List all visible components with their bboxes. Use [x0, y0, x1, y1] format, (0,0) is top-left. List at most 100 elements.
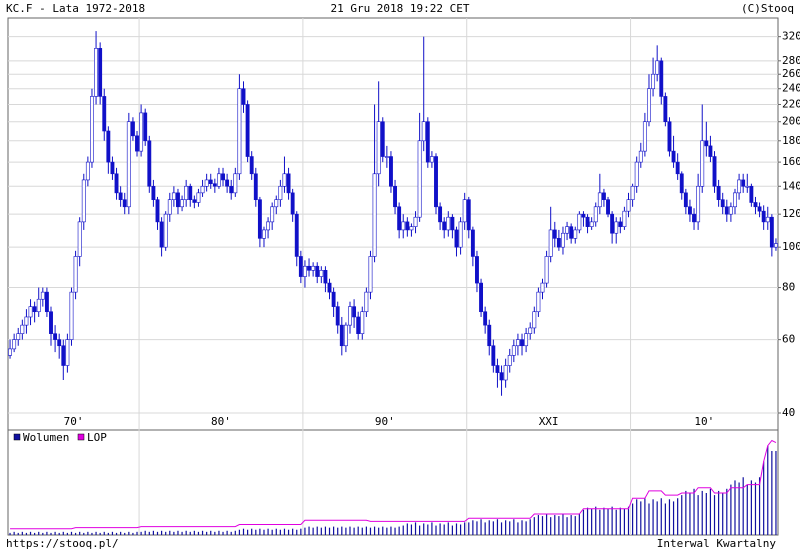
- candle-body: [712, 156, 717, 187]
- candle-body: [450, 216, 455, 231]
- candle-body: [200, 185, 205, 194]
- volume-bar: [742, 477, 744, 535]
- candle-body: [155, 199, 160, 223]
- candle-body: [720, 199, 725, 208]
- volume-bar: [521, 520, 523, 535]
- volume-bar: [599, 509, 601, 535]
- candle-body: [667, 121, 672, 152]
- volume-bar: [652, 499, 654, 535]
- candle-body: [483, 311, 488, 326]
- volume-bar: [558, 516, 560, 535]
- candle-body: [556, 238, 561, 248]
- candle-body: [241, 88, 246, 105]
- candle-body: [216, 173, 221, 187]
- volume-bar: [488, 520, 490, 535]
- candle-body: [118, 192, 123, 200]
- candle-body: [536, 291, 541, 313]
- volume-bar: [255, 529, 257, 535]
- candle-body: [757, 206, 762, 212]
- volume-bar: [369, 527, 372, 535]
- volume-bar: [734, 480, 736, 535]
- candle-body: [389, 156, 393, 187]
- volume-bar: [398, 526, 400, 535]
- volume-bar: [169, 530, 171, 535]
- volume-bar: [316, 526, 318, 535]
- candle-body: [458, 221, 463, 248]
- candle-body: [204, 179, 209, 187]
- candle-body: [376, 121, 381, 175]
- candle-body: [585, 216, 590, 227]
- volume-bar: [537, 515, 539, 535]
- candle-body: [565, 226, 570, 234]
- candle-body: [32, 306, 37, 313]
- candle-body: [696, 185, 701, 223]
- candle-body: [634, 161, 639, 187]
- volume-bar: [689, 493, 691, 535]
- volume-bar: [451, 525, 453, 535]
- candle-body: [339, 324, 344, 347]
- volume-bar: [771, 451, 773, 535]
- candle-body: [487, 324, 492, 347]
- candle-body: [188, 185, 193, 200]
- candle-body: [622, 210, 627, 227]
- candle-body: [212, 183, 217, 187]
- volume-bar: [210, 530, 212, 535]
- volume-bar: [419, 525, 421, 535]
- candle-body: [294, 213, 299, 257]
- volume-bar: [267, 528, 269, 535]
- candle-body: [597, 192, 602, 208]
- volume-bar: [570, 515, 572, 535]
- volume-bar: [603, 507, 605, 535]
- volume-bar: [574, 516, 576, 535]
- volume-bar: [447, 522, 449, 535]
- volume-bar: [697, 495, 699, 535]
- candle-body: [12, 339, 17, 350]
- volume-bar: [685, 490, 687, 535]
- volume-bar: [373, 526, 376, 535]
- volume-bar: [185, 530, 187, 535]
- volume-bar: [632, 503, 634, 535]
- volume-bar: [279, 529, 281, 535]
- candle-body: [208, 179, 213, 185]
- volume-bar: [238, 529, 241, 535]
- volume-bar: [693, 488, 695, 535]
- candle-body: [315, 265, 320, 277]
- candle-body: [532, 311, 537, 329]
- y-tick-label: 320: [782, 30, 800, 43]
- date: 21 Gru 2018 19:22 CET: [330, 2, 469, 15]
- volume-bar: [550, 517, 552, 535]
- candle-body: [307, 265, 311, 271]
- volume-bar: [718, 490, 720, 535]
- volume-bar: [672, 501, 675, 535]
- candle-body: [503, 365, 508, 381]
- legend-swatch: [77, 433, 85, 441]
- candle-body: [429, 156, 434, 163]
- lop-line: [10, 439, 777, 530]
- volume-bar: [615, 509, 617, 535]
- candle-body: [749, 185, 754, 203]
- volume-bar: [189, 531, 191, 535]
- candle-body: [114, 173, 119, 194]
- candle-body: [327, 282, 332, 293]
- candle-body: [511, 345, 516, 356]
- candle-body: [85, 161, 90, 181]
- legend-label: LOP: [87, 431, 107, 444]
- candle-body: [479, 282, 483, 313]
- volume-bar: [382, 526, 384, 535]
- volume-bar: [308, 526, 310, 535]
- candle-body: [540, 282, 545, 293]
- candle-body: [356, 316, 361, 334]
- volume-bar: [701, 490, 703, 535]
- candle-body: [671, 150, 676, 163]
- candle-body: [298, 256, 303, 277]
- volume-bar: [591, 508, 593, 535]
- candle-body: [601, 192, 606, 200]
- volume-bar: [435, 525, 437, 535]
- copyright: (C)Stooq: [741, 2, 794, 15]
- volume-bar: [214, 531, 216, 535]
- candle-body: [544, 256, 549, 284]
- volume-bar: [656, 501, 658, 535]
- candle-body: [331, 291, 336, 307]
- volume-bar: [709, 488, 712, 535]
